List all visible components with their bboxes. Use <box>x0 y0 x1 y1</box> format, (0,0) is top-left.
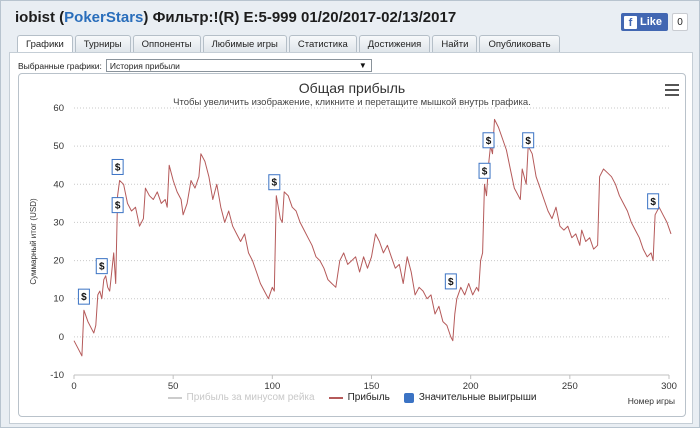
tab-6[interactable]: Найти <box>432 35 478 52</box>
marker-label: $ <box>272 178 278 189</box>
x-axis-label: Номер игры <box>627 396 675 406</box>
tab-7[interactable]: Опубликовать <box>479 35 560 52</box>
big-win-marker[interactable]: $ <box>522 132 535 149</box>
title-bar: iobist (PokerStars) Фильтр:!(R) E:5-999 … <box>1 1 699 35</box>
marker-label: $ <box>486 136 492 147</box>
y-tick-label: 50 <box>53 141 64 152</box>
marker-box <box>522 132 535 149</box>
legend-item-2[interactable]: Значительные выигрыши <box>403 392 537 403</box>
marker-box <box>444 273 457 290</box>
filter-text: Фильтр:!(R) E:5-999 01/20/2017-02/13/201… <box>152 9 457 26</box>
marker-label: $ <box>482 166 488 177</box>
dropdown-arrow-icon: ▼ <box>358 61 367 70</box>
chart-legend: Прибыль за минусом рейка Прибыль Значитель… <box>19 392 685 403</box>
chart-subtitle: Чтобы увеличить изображение, кликните и … <box>173 97 531 108</box>
like-count: 0 <box>672 13 689 31</box>
marker-label: $ <box>115 201 121 212</box>
tab-2[interactable]: Оппоненты <box>132 35 201 52</box>
marker-label: $ <box>81 292 87 303</box>
big-win-marker[interactable]: $ <box>111 197 124 214</box>
y-tick-label: 40 <box>53 179 64 190</box>
y-tick-label: 0 <box>59 332 64 343</box>
tab-1[interactable]: Турниры <box>74 35 131 52</box>
big-win-marker[interactable]: $ <box>77 288 90 305</box>
big-win-marker[interactable]: $ <box>111 158 124 175</box>
series-line-0 <box>73 118 672 357</box>
chart-selector-label: Выбранные графики: <box>18 60 102 71</box>
x-tick-label: 50 <box>168 381 179 392</box>
legend-swatch-0 <box>167 396 182 399</box>
chart-container[interactable]: -10 0 10 20 30 40 50 60 0 50 100 150 200 250 300 Суммар… <box>18 73 686 417</box>
tab-4[interactable]: Статистика <box>288 35 357 52</box>
big-win-marker[interactable]: $ <box>647 193 660 210</box>
y-tick-label: 20 <box>53 256 64 267</box>
player-name: iobist <box>15 9 55 26</box>
chart-selector-value: История прибыли <box>109 60 180 71</box>
marker-label: $ <box>448 277 454 288</box>
big-win-marker[interactable]: $ <box>444 273 457 290</box>
room-link[interactable]: PokerStars <box>64 9 144 26</box>
legend-label-1: Прибыль <box>347 392 390 403</box>
marker-box <box>111 197 124 214</box>
legend-swatch-2 <box>403 392 414 403</box>
chart-title: Общая прибыль <box>298 80 406 96</box>
legend-item-0[interactable]: Прибыль за минусом рейка <box>167 392 315 403</box>
tab-bar: Графики Турниры Оппоненты Любимые игры Стати… <box>17 35 560 53</box>
y-tick-label: -10 <box>50 370 64 381</box>
y-tick-label: 30 <box>53 217 64 228</box>
marker-box <box>95 258 108 275</box>
facebook-icon: f <box>624 15 637 29</box>
legend-label-2: Значительные выигрыши <box>418 392 537 403</box>
legend-item-1[interactable]: Прибыль <box>328 392 390 403</box>
chart-selector-row: Выбранные графики: История прибыли ▼ <box>18 59 372 72</box>
big-win-marker[interactable]: $ <box>268 174 281 191</box>
profit-chart[interactable]: -10 0 10 20 30 40 50 60 0 50 100 150 200 250 300 Суммар… <box>19 74 687 418</box>
x-tick-label: 100 <box>264 381 280 392</box>
tab-3[interactable]: Любимые игры <box>202 35 287 52</box>
big-win-marker[interactable]: $ <box>95 258 108 275</box>
page-title: iobist (PokerStars) Фильтр:!(R) E:5-999 … <box>15 9 457 26</box>
y-tick-label: 60 <box>53 103 64 114</box>
marker-box <box>647 193 660 210</box>
x-tick-label: 250 <box>562 381 578 392</box>
x-tick-label: 300 <box>661 381 677 392</box>
x-tick-label: 0 <box>71 381 76 392</box>
marker-box <box>478 162 491 179</box>
marker-box <box>268 174 281 191</box>
x-tick-label: 200 <box>463 381 479 392</box>
tab-0[interactable]: Графики <box>17 35 73 53</box>
x-tick-label: 150 <box>364 381 380 392</box>
marker-box <box>77 288 90 305</box>
marker-label: $ <box>525 136 531 147</box>
facebook-like-button[interactable]: f Like <box>621 13 669 31</box>
marker-label: $ <box>115 162 121 173</box>
marker-label: $ <box>99 262 105 273</box>
like-label: Like <box>640 16 663 28</box>
tab-5[interactable]: Достижения <box>358 35 431 52</box>
chart-selector-dropdown[interactable]: История прибыли ▼ <box>105 59 372 72</box>
marker-label: $ <box>650 197 656 208</box>
facebook-like-widget: f Like 0 <box>621 13 689 31</box>
legend-label-0: Прибыль за минусом рейка <box>186 392 315 403</box>
y-axis-label: Суммарный итог (USD) <box>29 198 38 285</box>
content-pane: Выбранные графики: История прибыли ▼ -10… <box>9 52 693 424</box>
legend-swatch-1 <box>328 396 343 399</box>
marker-box <box>482 132 495 149</box>
chart-menu-icon[interactable] <box>665 84 679 96</box>
big-win-marker[interactable]: $ <box>478 162 491 179</box>
big-win-marker[interactable]: $ <box>482 132 495 149</box>
marker-box <box>111 158 124 175</box>
y-tick-label: 10 <box>53 294 64 305</box>
